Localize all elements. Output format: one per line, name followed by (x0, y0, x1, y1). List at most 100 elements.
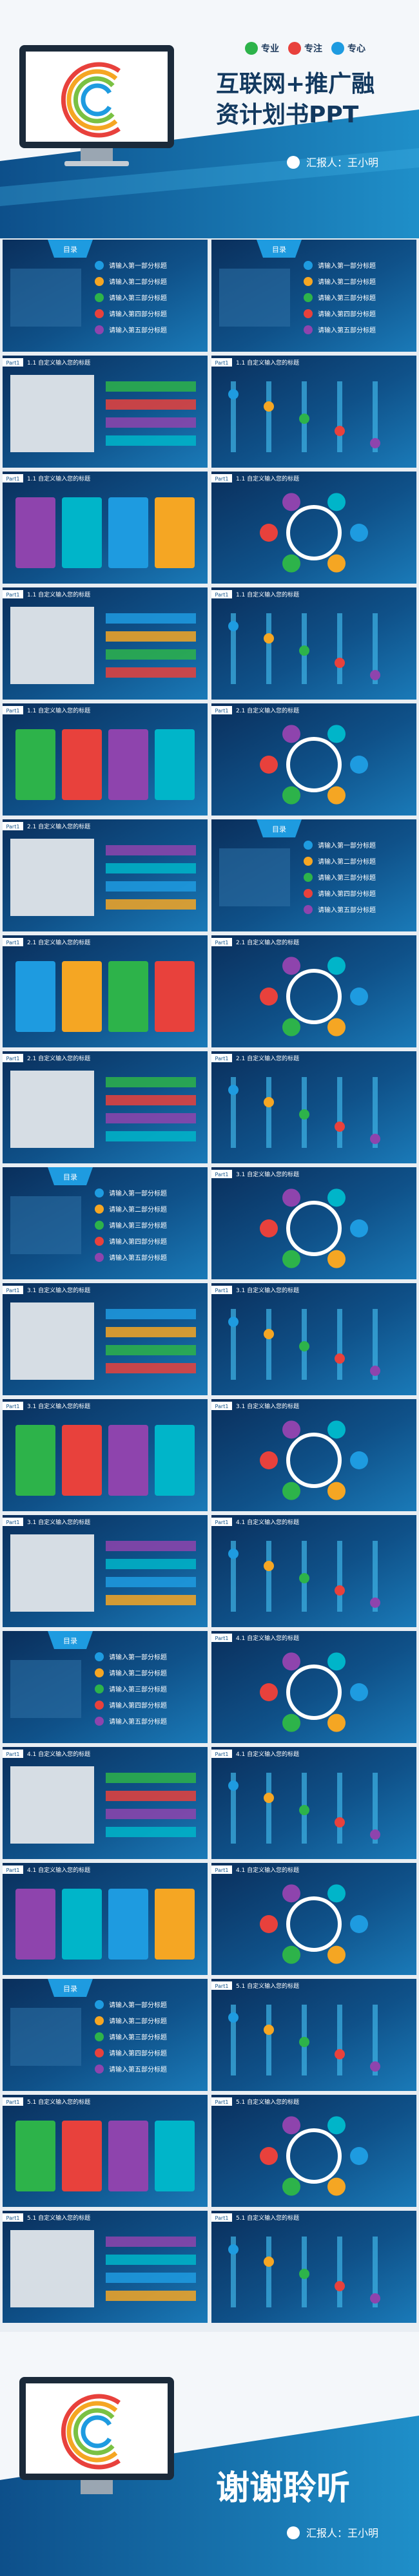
slide-bg (211, 935, 416, 1047)
ring (286, 1896, 342, 1952)
agenda-item: 请输入第四部分标题 (318, 890, 376, 898)
node (282, 1713, 300, 1732)
node (327, 1420, 346, 1439)
badge: 专注 (304, 43, 322, 54)
slide-title: 4.1 自定义输入您的标题 (236, 1634, 299, 1642)
bar-line (266, 2005, 271, 2075)
part-label: Part1 (6, 1520, 20, 1525)
bullet (95, 1253, 104, 1262)
part-label: Part1 (215, 1056, 229, 1062)
bar-line (373, 2237, 378, 2307)
slide-title: 4.1 自定义输入您的标题 (236, 1866, 299, 1874)
agenda-item: 请输入第一部分标题 (318, 841, 376, 850)
bar-line (337, 2237, 342, 2307)
node (282, 554, 300, 573)
bullet (95, 2016, 104, 2025)
node (282, 1652, 300, 1671)
part-tag (211, 1634, 232, 1642)
slide-title: 3.1 自定义输入您的标题 (27, 1402, 90, 1410)
dot (370, 2061, 380, 2072)
slide-title: 2.1 自定义输入您的标题 (27, 823, 90, 830)
slide-thumb: Part1 4.1 自定义输入您的标题 (3, 1863, 208, 1975)
slide-thumb: 目录请输入第一部分标题请输入第二部分标题请输入第三部分标题请输入第四部分标题请输… (211, 819, 416, 931)
part-label: Part1 (6, 1288, 20, 1293)
slide-title: 4.1 自定义输入您的标题 (236, 1518, 299, 1526)
dot (370, 438, 380, 448)
slide-title: 5.1 自定义输入您的标题 (27, 2098, 90, 2106)
text-line (106, 899, 196, 910)
node (350, 2147, 368, 2165)
bullet (95, 309, 104, 318)
text-line (106, 381, 196, 392)
node (327, 957, 346, 975)
part-label: Part1 (6, 1056, 20, 1062)
part-tag (3, 1402, 23, 1410)
bullet (304, 277, 313, 286)
part-tag (211, 1170, 232, 1178)
text-line (106, 667, 196, 678)
part-label: Part1 (215, 592, 229, 598)
ending-slide: 谢谢聆听 汇报人：王小明 (0, 2332, 419, 2576)
slide-thumb: Part1 2.1 自定义输入您的标题 (211, 1051, 416, 1163)
slide-thumb: Part1 1.1 自定义输入您的标题 (3, 587, 208, 700)
slide-title: 4.1 自定义输入您的标题 (27, 1750, 90, 1758)
node (327, 1884, 346, 1903)
dot (264, 2256, 274, 2267)
block (108, 1889, 148, 1960)
node (350, 1915, 368, 1933)
slide-thumb: Part1 1.1 自定义输入您的标题 (211, 356, 416, 468)
slide-title: 2.1 自定义输入您的标题 (27, 1054, 90, 1062)
dot (264, 1561, 274, 1571)
slide-thumb: Part1 4.1 自定义输入您的标题 (211, 1747, 416, 1859)
block (15, 1889, 55, 1960)
bullet (95, 1701, 104, 1710)
dot (228, 1085, 239, 1095)
agenda-tag (48, 240, 93, 258)
bar-line (266, 1773, 271, 1844)
bullet (95, 1652, 104, 1661)
slide-thumb: Part1 2.1 自定义输入您的标题 (211, 703, 416, 816)
bullet (304, 293, 313, 302)
block (15, 2121, 55, 2191)
text-line (106, 435, 196, 446)
text-line (106, 2255, 196, 2265)
dot (370, 1598, 380, 1608)
bullet (95, 1717, 104, 1726)
block (108, 497, 148, 568)
slide-title: 3.1 自定义输入您的标题 (236, 1170, 299, 1178)
agenda-item: 请输入第一部分标题 (109, 1189, 167, 1197)
agenda-photo (10, 1196, 81, 1254)
node (327, 2177, 346, 2196)
node (282, 1482, 300, 1500)
node (282, 957, 300, 975)
part-label: Part1 (215, 1983, 229, 1989)
part-label: Part1 (6, 476, 20, 482)
cover-title: 资计划书PPT (216, 102, 359, 128)
part-label: Part1 (215, 360, 229, 366)
bullet (304, 309, 313, 318)
part-label: Part1 (215, 1636, 229, 1641)
part-label: Part1 (215, 2215, 229, 2221)
node (260, 1451, 278, 1469)
dot (228, 2244, 239, 2255)
part-tag (211, 1750, 232, 1758)
slide-thumb: Part1 4.1 自定义输入您的标题 (211, 1863, 416, 1975)
bar-line (337, 381, 342, 452)
text-line (106, 2273, 196, 2283)
text-line (106, 1577, 196, 1587)
part-label: Part1 (215, 1751, 229, 1757)
node (282, 1945, 300, 1964)
node (260, 987, 278, 1006)
text-line (106, 1363, 196, 1373)
block (15, 497, 55, 568)
bar-line (231, 1077, 236, 1148)
text-line (106, 399, 196, 410)
dot (370, 1366, 380, 1376)
bullet (95, 1684, 104, 1693)
bar-line (266, 1541, 271, 1612)
slide-title: 2.1 自定义输入您的标题 (236, 707, 299, 714)
bar-line (266, 613, 271, 684)
agenda-tag (48, 1631, 93, 1649)
slide-bg (211, 1515, 416, 1627)
part-tag (211, 938, 232, 946)
